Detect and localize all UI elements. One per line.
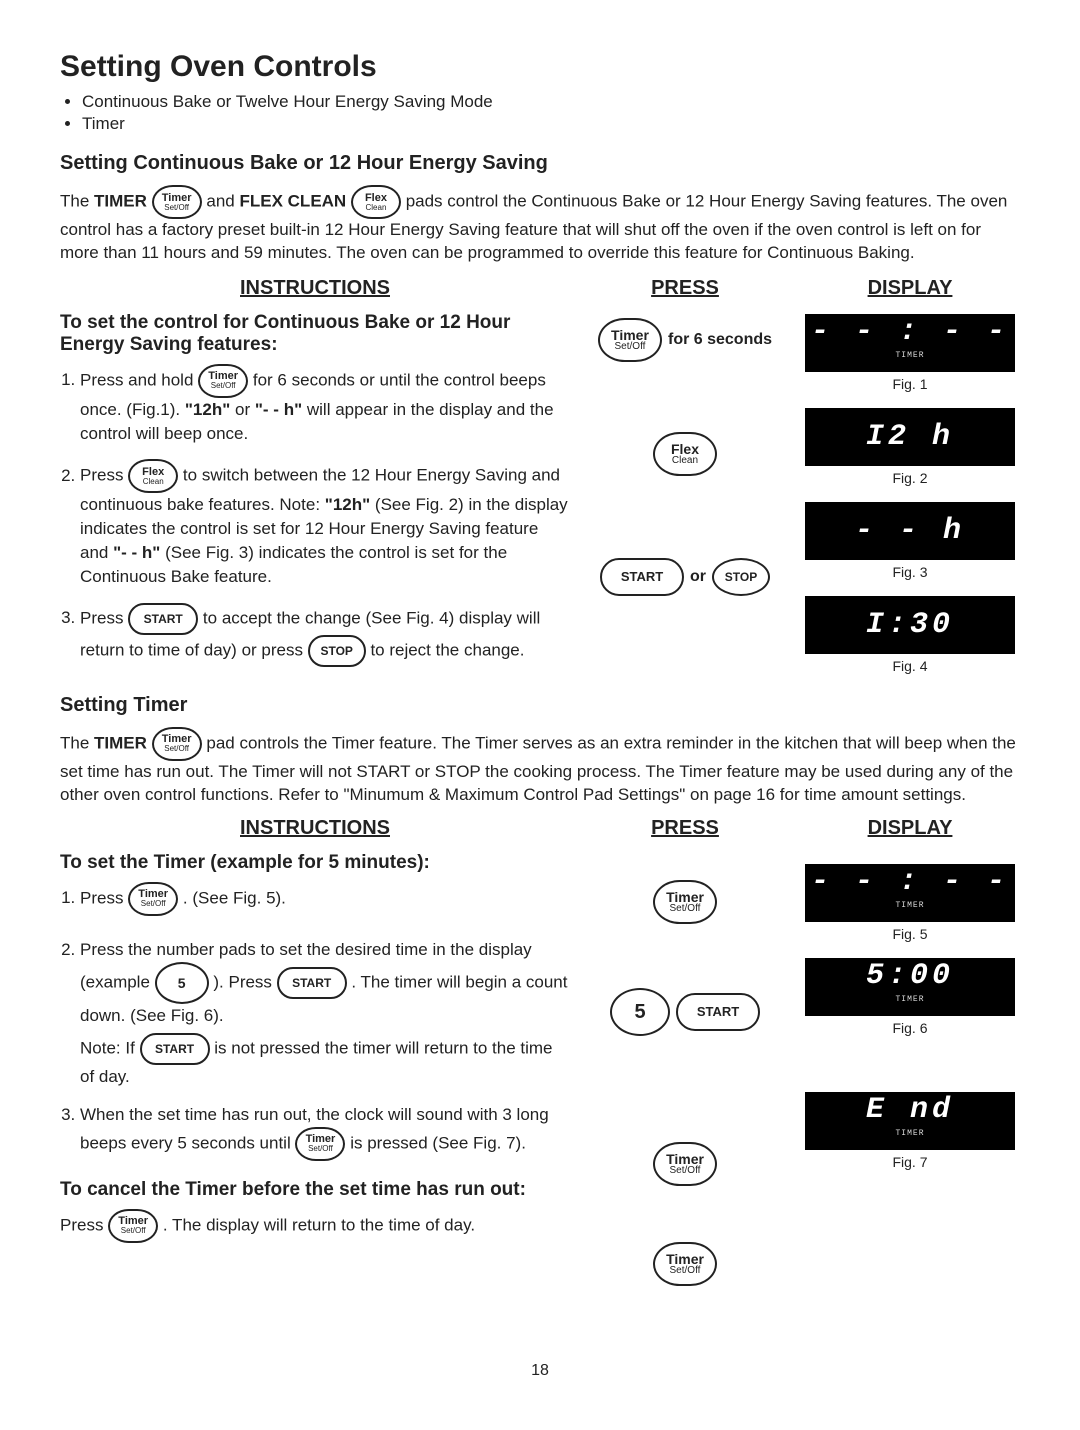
start-pad-icon: START — [277, 967, 347, 999]
cancel-instruction: Press TimerSet/Off . The display will re… — [60, 1209, 570, 1243]
press-1-1: TimerSet/Off for 6 seconds — [598, 318, 772, 362]
col-press: PRESS — [570, 817, 800, 840]
timer-pad-icon: TimerSet/Off — [653, 1142, 717, 1186]
display-fig-7: E ndTIMER — [805, 1092, 1015, 1150]
fig-3-label: Fig. 3 — [892, 564, 927, 580]
steps-1: Press and hold TimerSet/Off for 6 second… — [80, 364, 570, 667]
intro-paragraph-1: The TIMER TimerSet/Off and FLEX CLEAN Fl… — [60, 185, 1020, 265]
step-2-2: Press the number pads to set the desired… — [80, 938, 570, 1089]
step-1-3: Press START to accept the change (See Fi… — [80, 603, 570, 667]
top-list: Continuous Bake or Twelve Hour Energy Sa… — [82, 92, 1020, 134]
intro-paragraph-2: The TIMER TimerSet/Off pad controls the … — [60, 727, 1020, 807]
fig-1-label: Fig. 1 — [892, 376, 927, 392]
press-2-1: TimerSet/Off — [653, 880, 717, 924]
press-1-2: FlexClean — [653, 432, 717, 476]
press-1-3: START or STOP — [600, 558, 770, 596]
display-fig-2: I2 h — [805, 408, 1015, 466]
timer-pad-icon: TimerSet/Off — [152, 185, 202, 219]
section-2-grid: To set the Timer (example for 5 minutes)… — [60, 848, 1020, 1312]
timer-pad-icon: TimerSet/Off — [128, 882, 178, 916]
press-2-2: 5 START — [610, 988, 760, 1036]
stop-pad-icon: STOP — [712, 558, 770, 596]
subheading-2: To set the Timer (example for 5 minutes)… — [60, 852, 570, 874]
col-press: PRESS — [570, 277, 800, 300]
stop-pad-icon: STOP — [308, 635, 366, 667]
col-instructions: INSTRUCTIONS — [60, 817, 570, 840]
timer-pad-icon: TimerSet/Off — [198, 364, 248, 398]
start-pad-icon: START — [128, 603, 198, 635]
timer-pad-icon: TimerSet/Off — [653, 880, 717, 924]
flex-clean-pad-icon: FlexClean — [653, 432, 717, 476]
flex-clean-pad-icon: FlexClean — [128, 459, 178, 493]
display-fig-4: I:30 — [805, 596, 1015, 654]
col-display: DISPLAY — [800, 817, 1020, 840]
fig-7-label: Fig. 7 — [892, 1154, 927, 1170]
display-fig-5: - - : - -TIMER — [805, 864, 1015, 922]
col-instructions: INSTRUCTIONS — [60, 277, 570, 300]
step-2-1: Press TimerSet/Off . (See Fig. 5). — [80, 882, 570, 916]
col-display: DISPLAY — [800, 277, 1020, 300]
timer-pad-icon: TimerSet/Off — [152, 727, 202, 761]
subheading-1: To set the control for Continuous Bake o… — [60, 312, 570, 356]
subheading-3: To cancel the Timer before the set time … — [60, 1179, 570, 1201]
column-headers-1: INSTRUCTIONS PRESS DISPLAY — [60, 277, 1020, 300]
display-fig-1: - - : - -TIMER — [805, 314, 1015, 372]
page-title: Setting Oven Controls — [60, 50, 1020, 84]
display-fig-6: 5:00TIMER — [805, 958, 1015, 1016]
display-fig-3: - - h — [805, 502, 1015, 560]
press-2-4: TimerSet/Off — [653, 1242, 717, 1286]
fig-5-label: Fig. 5 — [892, 926, 927, 942]
fig-6-label: Fig. 6 — [892, 1020, 927, 1036]
page-number: 18 — [60, 1362, 1020, 1380]
section-1-grid: To set the control for Continuous Bake o… — [60, 308, 1020, 684]
step-1-2: Press FlexClean to switch between the 12… — [80, 459, 570, 588]
press-1-1-label: for 6 seconds — [668, 331, 772, 349]
start-pad-icon: START — [676, 993, 760, 1031]
start-pad-icon: START — [140, 1033, 210, 1065]
flex-clean-pad-icon: FlexClean — [351, 185, 401, 219]
five-pad-icon: 5 — [610, 988, 670, 1036]
timer-pad-icon: TimerSet/Off — [653, 1242, 717, 1286]
step-1-1: Press and hold TimerSet/Off for 6 second… — [80, 364, 570, 446]
timer-pad-icon: TimerSet/Off — [108, 1209, 158, 1243]
top-list-item: Continuous Bake or Twelve Hour Energy Sa… — [82, 92, 1020, 112]
section-heading-continuous: Setting Continuous Bake or 12 Hour Energ… — [60, 152, 1020, 175]
timer-pad-icon: TimerSet/Off — [598, 318, 662, 362]
or-label: or — [690, 568, 706, 586]
five-pad-icon: 5 — [155, 962, 209, 1004]
section-heading-timer: Setting Timer — [60, 694, 1020, 717]
timer-pad-icon: TimerSet/Off — [295, 1127, 345, 1161]
step-2-3: When the set time has run out, the clock… — [80, 1103, 570, 1161]
start-pad-icon: START — [600, 558, 684, 596]
fig-4-label: Fig. 4 — [892, 658, 927, 674]
fig-2-label: Fig. 2 — [892, 470, 927, 486]
column-headers-2: INSTRUCTIONS PRESS DISPLAY — [60, 817, 1020, 840]
top-list-item: Timer — [82, 114, 1020, 134]
steps-2: Press TimerSet/Off . (See Fig. 5). Press… — [80, 882, 570, 1161]
press-2-3: TimerSet/Off — [653, 1142, 717, 1186]
